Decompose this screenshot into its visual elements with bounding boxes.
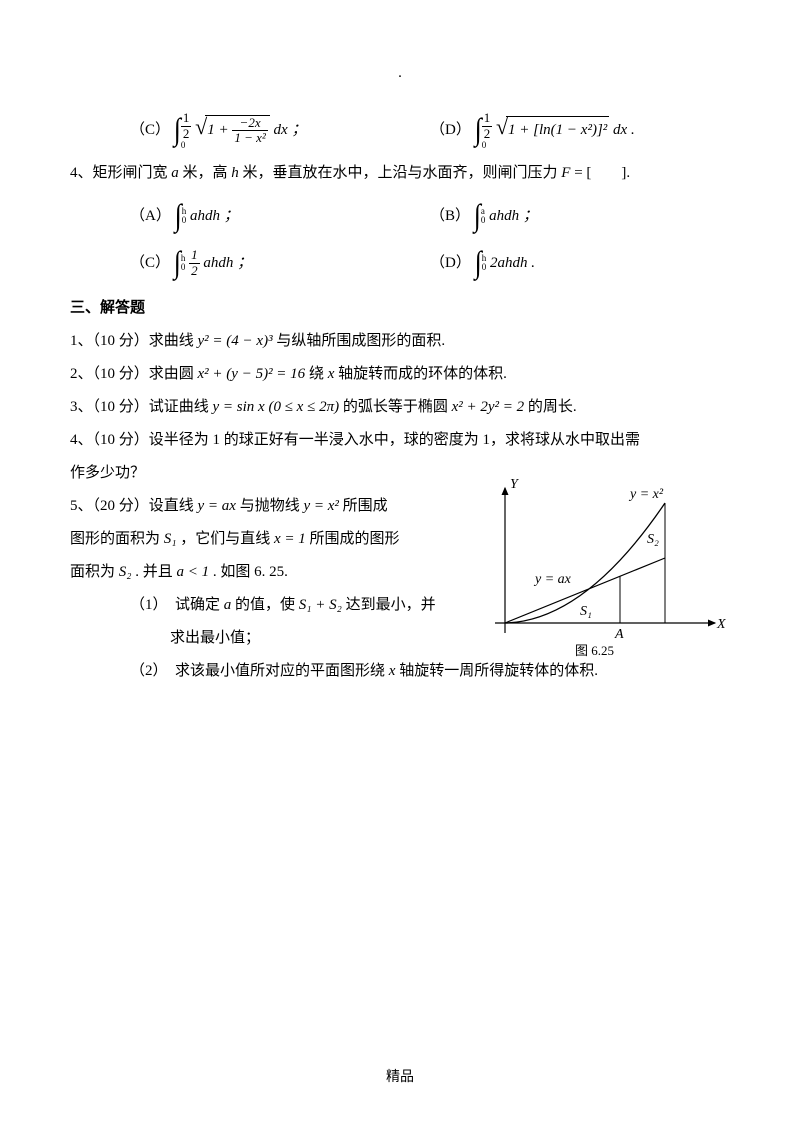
p5l1m: 与抛物线	[236, 498, 304, 514]
p1-post: 与纵轴所围成图形的面积.	[273, 333, 446, 349]
p5l2m: ，它们与直线	[176, 531, 274, 547]
p1-eq: y² = (4 − x)³	[198, 333, 273, 349]
q4c-l: 0	[181, 263, 186, 272]
q4-row-cd: （C） ∫h0 12 ahdh ； （D） ∫h0 2ahdh .	[70, 240, 730, 287]
fig-X: X	[716, 617, 726, 632]
p5-l1: 5、（20 分）设直线 y = ax 与抛物线 y = x² 所围成	[70, 493, 450, 520]
q3c-num: −2x	[232, 116, 267, 131]
fig-caption: 图 6.25	[575, 643, 614, 658]
p5-s1b: 求出最小值；	[70, 625, 450, 652]
q4a-int: ahdh ；	[190, 208, 239, 224]
p5l3s2: S₂	[119, 564, 132, 580]
prob3: 3、（10 分）试证曲线 y = sin x (0 ≤ x ≤ 2π) 的弧长等…	[70, 394, 730, 421]
p2-pre: 2、（10 分）求由圆	[70, 366, 198, 382]
fig-Y: Y	[510, 477, 520, 492]
fig-S1: S₁	[580, 604, 592, 619]
q4b-lbl: （B）	[430, 208, 470, 224]
footer-text: 精品	[0, 1065, 800, 1090]
p3-post: 的周长.	[524, 399, 577, 415]
p1-pre: 1、（10 分）求曲线	[70, 333, 198, 349]
fig-S2: S₂	[647, 532, 659, 547]
p2-post2: 轴旋转而成的环体的体积.	[334, 366, 507, 382]
top-dot: .	[70, 60, 730, 87]
p5s1p: 达到最小，并	[342, 597, 436, 613]
p5-s1: （1） 试确定 a 的值，使 S₁ + S₂ 达到最小，并	[70, 592, 450, 619]
q3-options-cd: （C） ∫120 1 + −2x1 − x² dx ； （D） ∫120 1 +…	[70, 107, 730, 154]
p5l3pre: 面积为	[70, 564, 119, 580]
q4-m2: 米，垂直放在水中，上沿与水面齐，则闸门压力	[239, 165, 562, 181]
p5l1p: 所围成	[339, 498, 388, 514]
p5s1ss: S₁ + S₂	[299, 597, 342, 613]
p5s2p: 轴旋转一周所得旋转体的体积.	[395, 663, 598, 679]
p5l1e2: y = x²	[303, 498, 338, 514]
prob1: 1、（10 分）求曲线 y² = (4 − x)³ 与纵轴所围成图形的面积.	[70, 328, 730, 355]
q3-d-label: （D）	[430, 122, 471, 138]
fig-yax: y = ax	[533, 572, 572, 587]
q4c-lbl: （C）	[130, 255, 170, 271]
q4-row-ab: （A） ∫h0 ahdh ； （B） ∫a0 ahdh ；	[70, 193, 730, 240]
q4-stem: 4、矩形闸门宽 a 米，高 h 米，垂直放在水中，上沿与水面齐，则闸门压力 F …	[70, 160, 730, 187]
q4c-fd: 2	[189, 264, 200, 278]
q4b-int: ahdh ；	[489, 208, 538, 224]
q4c-fn: 1	[189, 248, 200, 263]
p2-post: 绕	[305, 366, 328, 382]
q3d-inner: 1 + [ln(1 − x²)]²	[506, 116, 609, 144]
q4b-l: 0	[481, 216, 486, 225]
q4d-l: 0	[482, 263, 487, 272]
p5-l3: 面积为 S₂ . 并且 a < 1 . 如图 6. 25.	[70, 559, 450, 586]
p5l3e: a < 1	[177, 564, 210, 580]
p5l2pre: 图形的面积为	[70, 531, 164, 547]
prob4-l1: 4、（10 分）设半径为 1 的球正好有一半浸入水中，球的密度为 1，求将球从水…	[70, 427, 730, 454]
p5s2pre: 求该最小值所对应的平面图形绕	[160, 663, 389, 679]
q4d-lbl: （D）	[430, 255, 471, 271]
q4-h: h	[231, 165, 239, 181]
q4-eq: = [ ].	[570, 165, 630, 181]
q4-pre: 4、矩形闸门宽	[70, 165, 171, 181]
fig-yx2: y = x²	[628, 487, 664, 502]
fig-A: A	[614, 627, 624, 642]
prob5-wrap: 5、（20 分）设直线 y = ax 与抛物线 y = x² 所围成 图形的面积…	[70, 493, 730, 685]
q4a-l: 0	[182, 216, 187, 225]
q4-m1: 米，高	[179, 165, 232, 181]
p5s1m: 的值，使	[231, 597, 299, 613]
p5s2n: （2）	[130, 663, 160, 679]
prob2: 2、（10 分）求由圆 x² + (y − 5)² = 16 绕 x 轴旋转而成…	[70, 361, 730, 388]
p5-l2: 图形的面积为 S₁ ，它们与直线 x = 1 所围成的图形	[70, 526, 450, 553]
p5l2p: 所围成的图形	[306, 531, 400, 547]
p5l2e: x = 1	[274, 531, 306, 547]
q4a-lbl: （A）	[130, 208, 171, 224]
p3-pre: 3、（10 分）试证曲线	[70, 399, 213, 415]
figure-6-25: Y X y = x² y = ax S₁ S₂ A 图 6.25	[455, 473, 735, 663]
p2-eq: x² + (y − 5)² = 16	[198, 366, 306, 382]
p5l2s1: S₁	[164, 531, 177, 547]
q3d-dx: dx .	[613, 122, 635, 138]
p3-mid: 的弧长等于椭圆	[339, 399, 452, 415]
q3c-den: 1 − x²	[232, 131, 267, 145]
p3-eq2: x² + 2y² = 2	[452, 399, 525, 415]
p5l1pre: 5、（20 分）设直线	[70, 498, 198, 514]
p5l1e1: y = ax	[198, 498, 236, 514]
q4c-int: ahdh ；	[203, 255, 252, 271]
p5s1n: （1）	[130, 597, 160, 613]
p3-eq: y = sin x (0 ≤ x ≤ 2π)	[213, 399, 340, 415]
p5l3p: . 如图 6. 25.	[209, 564, 288, 580]
q4d-int: ahdh .	[497, 255, 535, 271]
q3c-dx: dx ；	[274, 122, 307, 138]
p5s1pre: 试确定	[160, 597, 224, 613]
q4-a: a	[171, 165, 179, 181]
q3-c-label: （C）	[130, 122, 170, 138]
p5l3m: . 并且	[131, 564, 176, 580]
section-3-title: 三、解答题	[70, 295, 730, 322]
